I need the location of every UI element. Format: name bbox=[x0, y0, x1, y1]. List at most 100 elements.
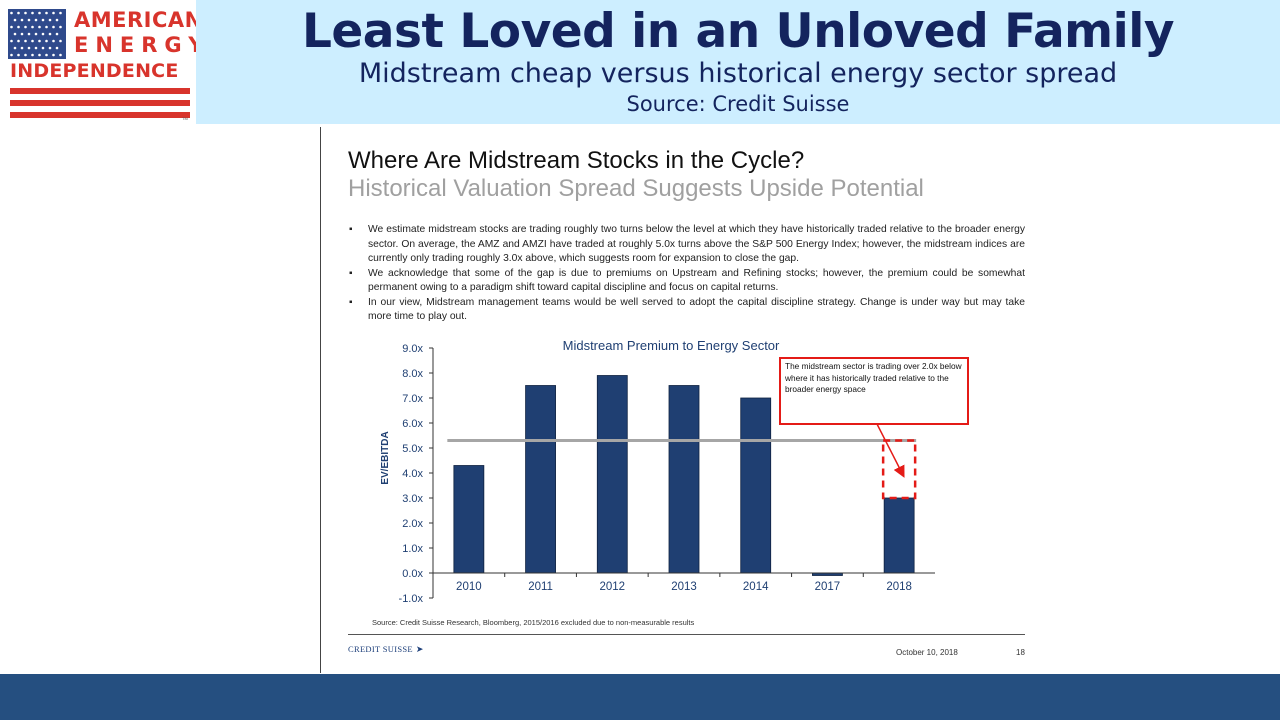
credit-suisse-logo: CREDIT SUISSE ➤ bbox=[348, 644, 424, 655]
flag-star bbox=[48, 32, 52, 36]
logo-word-american: AMERICAN bbox=[74, 8, 203, 32]
x-tick-label: 2010 bbox=[456, 581, 482, 593]
flag-star bbox=[52, 11, 55, 15]
flag-star bbox=[38, 39, 41, 43]
y-tick-label: 5.0x bbox=[402, 443, 423, 455]
flag-star bbox=[45, 53, 48, 57]
flag-star bbox=[13, 18, 17, 22]
flag-icon bbox=[8, 9, 66, 59]
flag-star bbox=[31, 39, 34, 43]
flag-star bbox=[34, 32, 38, 36]
report-date: October 10, 2018 bbox=[896, 648, 958, 657]
flag-star bbox=[48, 46, 52, 50]
x-tick-label: 2013 bbox=[671, 581, 697, 593]
bar-2012 bbox=[596, 375, 628, 574]
bullet-list: We estimate midstream stocks are trading… bbox=[349, 223, 1025, 325]
flag-star bbox=[59, 39, 62, 43]
bar-2018 bbox=[883, 497, 915, 574]
logo-tm: TM bbox=[182, 116, 188, 121]
flag-star bbox=[10, 39, 13, 43]
flag-star bbox=[13, 32, 17, 36]
y-tick-label: 1.0x bbox=[402, 543, 423, 555]
callout-text: The midstream sector is trading over 2.0… bbox=[785, 361, 962, 394]
flag-star bbox=[10, 25, 13, 29]
flag-star bbox=[24, 25, 27, 29]
flag-star bbox=[10, 11, 13, 15]
flag-star bbox=[55, 18, 59, 22]
bar-2014 bbox=[740, 397, 772, 574]
flag-star bbox=[10, 53, 13, 57]
footer-divider bbox=[348, 634, 1025, 635]
gap-highlight-box bbox=[881, 439, 917, 500]
flag-star bbox=[31, 11, 34, 15]
flag-star bbox=[13, 46, 17, 50]
bar-2013 bbox=[668, 385, 700, 574]
report-slide: Where Are Midstream Stocks in the Cycle?… bbox=[320, 127, 1051, 673]
flag-star bbox=[24, 39, 27, 43]
slide-title: Where Are Midstream Stocks in the Cycle? bbox=[348, 147, 805, 174]
flag-star bbox=[17, 11, 20, 15]
flag-star bbox=[24, 11, 27, 15]
logo-stripe bbox=[10, 100, 190, 106]
flag-star bbox=[38, 25, 41, 29]
x-tick-label: 2012 bbox=[599, 581, 625, 593]
flag-star bbox=[45, 25, 48, 29]
page-source: Source: Credit Suisse bbox=[626, 92, 850, 116]
y-tick-label: 8.0x bbox=[402, 368, 423, 380]
y-tick-label: 3.0x bbox=[402, 493, 423, 505]
sail-icon: ➤ bbox=[415, 644, 424, 654]
x-tick-label: 2011 bbox=[528, 581, 553, 593]
flag-star bbox=[41, 18, 45, 22]
flag-star bbox=[20, 32, 24, 36]
y-tick-label: 7.0x bbox=[402, 393, 423, 405]
page-number: 18 bbox=[1016, 648, 1025, 657]
flag-star bbox=[31, 25, 34, 29]
y-tick-label: 6.0x bbox=[402, 418, 423, 430]
brand-name: CREDIT SUISSE bbox=[348, 644, 413, 654]
x-tick-label: 2017 bbox=[815, 581, 841, 593]
flag-star bbox=[48, 18, 52, 22]
x-tick-label: 2014 bbox=[743, 581, 769, 593]
page-title: Least Loved in an Unloved Family bbox=[301, 4, 1175, 59]
flag-star bbox=[52, 25, 55, 29]
flag-star bbox=[17, 53, 20, 57]
y-tick-label: -1.0x bbox=[399, 593, 424, 605]
x-tick-label: 2018 bbox=[886, 581, 912, 593]
bullet-item: We acknowledge that some of the gap is d… bbox=[349, 267, 1025, 296]
flag-star bbox=[20, 46, 24, 50]
slide-subtitle: Historical Valuation Spread Suggests Ups… bbox=[348, 175, 924, 202]
bar-2011 bbox=[525, 385, 556, 574]
y-tick-label: 9.0x bbox=[402, 343, 423, 355]
callout-box bbox=[779, 357, 969, 425]
y-tick-label: 4.0x bbox=[402, 468, 423, 480]
bullet-item: We estimate midstream stocks are trading… bbox=[349, 223, 1025, 267]
logo-stripe bbox=[10, 112, 190, 118]
bullet-item: In our view, Midstream management teams … bbox=[349, 296, 1025, 325]
flag-star bbox=[38, 11, 41, 15]
callout-arrow bbox=[876, 423, 905, 478]
y-tick-label: 2.0x bbox=[402, 518, 423, 530]
chart-title: Midstream Premium to Energy Sector bbox=[563, 338, 780, 353]
flag-star bbox=[38, 53, 41, 57]
flag-star bbox=[27, 32, 31, 36]
flag-star bbox=[52, 39, 55, 43]
logo-word-independence: INDEPENDENCE bbox=[10, 60, 179, 82]
flag-star bbox=[24, 53, 27, 57]
flag-star bbox=[41, 46, 45, 50]
flag-star bbox=[45, 11, 48, 15]
flag-star bbox=[45, 39, 48, 43]
y-axis-label: EV/EBITDA bbox=[380, 431, 391, 484]
logo-word-energy: ENERGY bbox=[74, 33, 211, 57]
flag-star bbox=[27, 18, 31, 22]
flag-star bbox=[52, 53, 55, 57]
logo: AMERICAN ENERGY INDEPENDENCE TM bbox=[0, 0, 203, 124]
flag-star bbox=[59, 11, 62, 15]
chart-footnote: Source: Credit Suisse Research, Bloomber… bbox=[372, 618, 695, 627]
footer-band bbox=[0, 674, 1280, 720]
flag-star bbox=[41, 32, 45, 36]
flag-star bbox=[17, 39, 20, 43]
logo-stripe bbox=[10, 88, 190, 94]
flag-star bbox=[55, 32, 59, 36]
flag-star bbox=[31, 53, 34, 57]
page-subtitle: Midstream cheap versus historical energy… bbox=[358, 58, 1118, 89]
